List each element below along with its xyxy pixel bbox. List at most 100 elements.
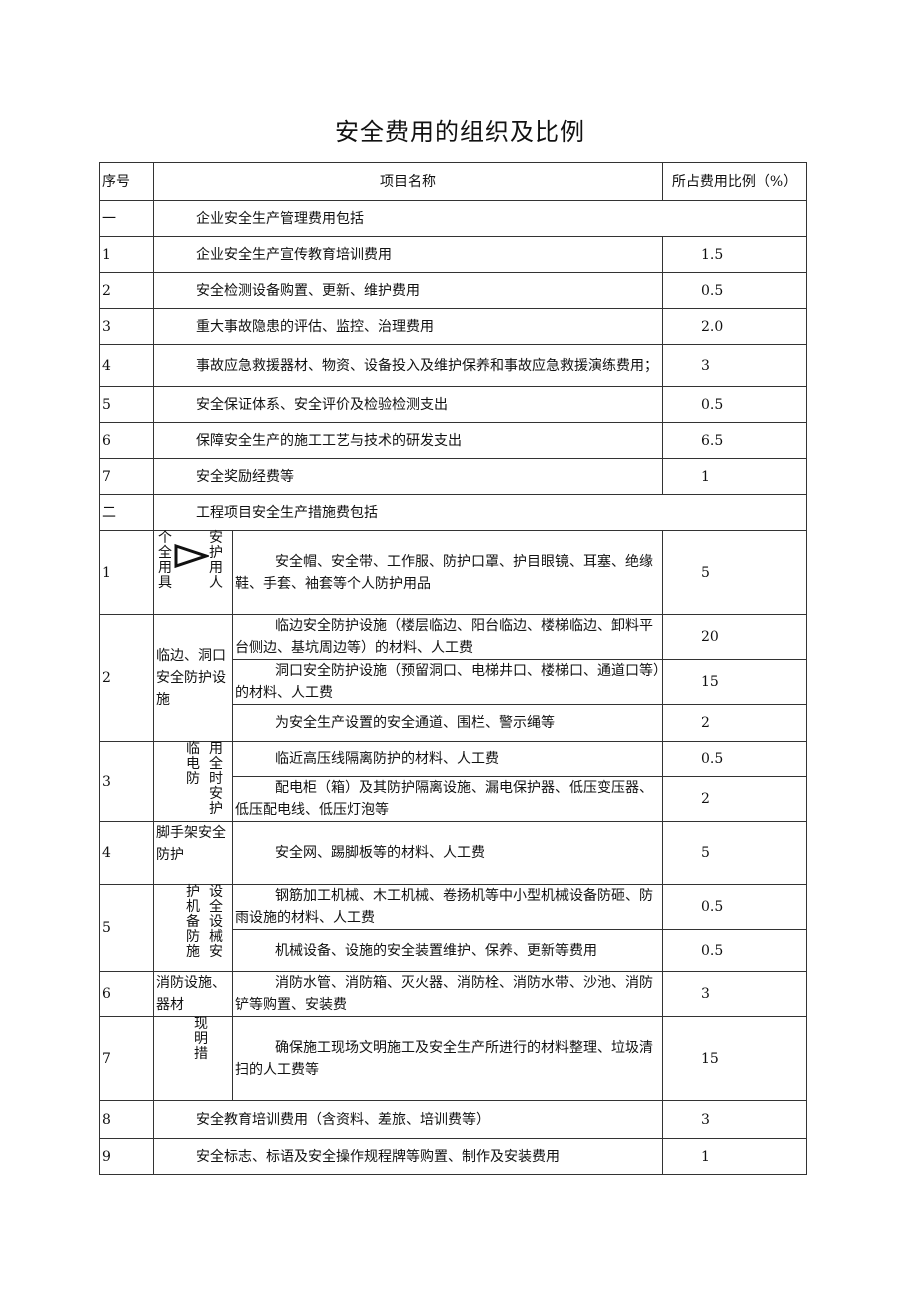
row-name: 安全教育培训费用（含资料、差旅、培训费等） — [153, 1100, 663, 1139]
item-name: 洞口安全防护设施（预留洞口、电梯井口、楼梯口、通道口等）的材料、人工费 — [232, 659, 663, 705]
category-column: 设全设械安 — [209, 884, 223, 960]
section-label: 工程项目安全生产措施费包括 — [153, 494, 807, 531]
section-label: 企业安全生产管理费用包括 — [153, 200, 807, 237]
group-no: 1 — [99, 530, 154, 615]
table-row: 2 临边、洞口安全防护设施 临边安全防护设施（楼层临边、阳台临边、楼梯临边、卸料平台… — [99, 614, 807, 742]
table-row: 为安全生产设置的安全通道、围栏、警示绳等 2 — [100, 704, 807, 742]
header-no: 序号 — [99, 162, 154, 201]
row-no: 8 — [99, 1100, 154, 1139]
row-ratio: 1.5 — [662, 236, 807, 273]
row-no: 6 — [99, 422, 154, 459]
row-no: 7 — [99, 458, 154, 495]
table-row: 5 护机备防施 设全设械安 钢筋加工机械、木工机械、卷扬机等中小型机械设备防砸、防雨设… — [99, 884, 807, 972]
row-name: 企业安全生产宣传教育培训费用 — [153, 236, 663, 273]
group-category: 个全用具 安护用人 — [153, 530, 233, 615]
table-row: 9 安全标志、标语及安全操作规程牌等购置、制作及安装费用 1 — [99, 1138, 807, 1175]
group-no: 6 — [99, 971, 154, 1017]
table-row: 1 个全用具 安护用人 安全帽、安全带、工作服、防护口罩、护目眼镜、耳塞、绝缘鞋、手套… — [99, 530, 807, 615]
item-name: 机械设备、设施的安全装置维护、保养、更新等费用 — [232, 929, 663, 972]
row-ratio: 1 — [662, 458, 807, 495]
item-name: 钢筋加工机械、木工机械、卷扬机等中小型机械设备防砸、防雨设施的材料、人工费 — [232, 884, 663, 930]
row-ratio: 3 — [662, 1100, 807, 1139]
row-name: 事故应急救援器材、物资、设备投入及维护保养和事故应急救援演练费用； — [153, 344, 663, 387]
item-name: 配电柜（箱）及其防护隔离设施、漏电保护器、低压变压器、低压配电线、低压灯泡等 — [232, 776, 663, 822]
row-name: 安全保证体系、安全评价及检验检测支出 — [153, 386, 663, 423]
category-column: 用全时安护 — [209, 741, 223, 817]
table-row: 3 重大事故隐患的评估、监控、治理费用 2.0 — [99, 308, 807, 345]
group-category: 护机备防施 设全设械安 — [153, 884, 233, 972]
item-ratio: 20 — [662, 614, 807, 660]
document-title: 安全费用的组织及比例 — [335, 118, 585, 146]
row-name: 保障安全生产的施工工艺与技术的研发支出 — [153, 422, 663, 459]
header-name: 项目名称 — [153, 162, 663, 201]
category-column: 个全用具 — [158, 530, 172, 591]
table-row: 6 保障安全生产的施工工艺与技术的研发支出 6.5 — [99, 422, 807, 459]
row-no: 9 — [99, 1138, 154, 1175]
section-no: 一 — [99, 200, 154, 237]
item-ratio: 5 — [662, 821, 807, 885]
item-ratio: 2 — [662, 704, 807, 742]
table-row: 1 企业安全生产宣传教育培训费用 1.5 — [99, 236, 807, 273]
table-row: 4 脚手架安全防护 安全网、踢脚板等的材料、人工费 5 — [99, 821, 807, 885]
item-name: 为安全生产设置的安全通道、围栏、警示绳等 — [232, 704, 663, 742]
group-category: 消防设施、器材 — [153, 971, 233, 1017]
section-no: 二 — [99, 494, 154, 531]
item-ratio: 0.5 — [662, 741, 807, 777]
row-no: 1 — [99, 236, 154, 273]
safety-cost-table: 序号 项目名称 所占费用比例（%） 一 企业安全生产管理费用包括 1 企业安全生产… — [99, 162, 807, 1175]
row-no: 3 — [99, 308, 154, 345]
section-row: 一 企业安全生产管理费用包括 — [99, 200, 807, 237]
table-row: 2 安全检测设备购置、更新、维护费用 0.5 — [99, 272, 807, 309]
item-name: 安全网、踢脚板等的材料、人工费 — [232, 821, 663, 885]
item-name: 临近高压线隔离防护的材料、人工费 — [232, 741, 663, 777]
group-category: 脚手架安全防护 — [153, 821, 233, 885]
table-row: 5 安全保证体系、安全评价及检验检测支出 0.5 — [99, 386, 807, 423]
item-name: 安全帽、安全带、工作服、防护口罩、护目眼镜、耳塞、绝缘鞋、手套、袖套等个人防护用… — [232, 530, 663, 615]
table-row: 6 消防设施、器材 消防水管、消防箱、灭火器、消防栓、消防水带、沙池、消防铲等购置、… — [99, 971, 807, 1017]
category-column: 护机备防施 — [186, 884, 200, 960]
table-row: 8 安全教育培训费用（含资料、差旅、培训费等） 3 — [99, 1100, 807, 1139]
category-column: 临电防 — [186, 741, 200, 787]
item-name: 临边安全防护设施（楼层临边、阳台临边、楼梯临边、卸料平台侧边、基坑周边等）的材料… — [232, 614, 663, 660]
category-column: 安护用人 — [209, 530, 223, 591]
row-no: 5 — [99, 386, 154, 423]
item-ratio: 0.5 — [662, 929, 807, 972]
table-row: 3 临电防 用全时安护 临近高压线隔离防护的材料、人工费 0.5 — [99, 741, 807, 822]
group-category: 临边、洞口安全防护设施 — [153, 614, 233, 742]
row-ratio: 1 — [662, 1138, 807, 1175]
item-ratio: 3 — [662, 971, 807, 1017]
group-no: 2 — [99, 614, 154, 742]
table-row: 7 现明措 确保施工现场文明施工及安全生产所进行的材料整理、垃圾清扫的人工费等 15 — [99, 1016, 807, 1101]
row-name: 安全标志、标语及安全操作规程牌等购置、制作及安装费用 — [153, 1138, 663, 1175]
header-ratio: 所占费用比例（%） — [662, 162, 807, 201]
row-ratio: 3 — [662, 344, 807, 387]
table-row: 机械设备、设施的安全装置维护、保养、更新等费用 0.5 — [100, 929, 807, 972]
category-column: 现明措 — [194, 1016, 208, 1062]
row-ratio: 2.0 — [662, 308, 807, 345]
item-ratio: 15 — [662, 1016, 807, 1101]
row-name: 安全检测设备购置、更新、维护费用 — [153, 272, 663, 309]
item-ratio: 0.5 — [662, 884, 807, 930]
section-row: 二 工程项目安全生产措施费包括 — [99, 494, 807, 531]
item-name: 确保施工现场文明施工及安全生产所进行的材料整理、垃圾清扫的人工费等 — [232, 1016, 663, 1101]
row-no: 4 — [99, 344, 154, 387]
table-row: 4 事故应急救援器材、物资、设备投入及维护保养和事故应急救援演练费用； 3 — [99, 344, 807, 387]
group-no: 7 — [99, 1016, 154, 1101]
table-row: 7 安全奖励经费等 1 — [99, 458, 807, 495]
table-row: 洞口安全防护设施（预留洞口、电梯井口、楼梯口、通道口等）的材料、人工费 15 — [100, 659, 807, 705]
group-no: 3 — [99, 741, 154, 822]
row-name: 重大事故隐患的评估、监控、治理费用 — [153, 308, 663, 345]
group-no: 4 — [99, 821, 154, 885]
row-name: 安全奖励经费等 — [153, 458, 663, 495]
row-ratio: 0.5 — [662, 272, 807, 309]
row-ratio: 0.5 — [662, 386, 807, 423]
group-category: 临电防 用全时安护 — [153, 741, 233, 822]
group-no: 5 — [99, 884, 154, 972]
group-category: 现明措 — [153, 1016, 233, 1101]
row-no: 2 — [99, 272, 154, 309]
item-ratio: 5 — [662, 530, 807, 615]
header-row: 序号 项目名称 所占费用比例（%） — [99, 162, 807, 201]
item-ratio: 15 — [662, 659, 807, 705]
table-row: 配电柜（箱）及其防护隔离设施、漏电保护器、低压变压器、低压配电线、低压灯泡等 2 — [100, 776, 807, 822]
